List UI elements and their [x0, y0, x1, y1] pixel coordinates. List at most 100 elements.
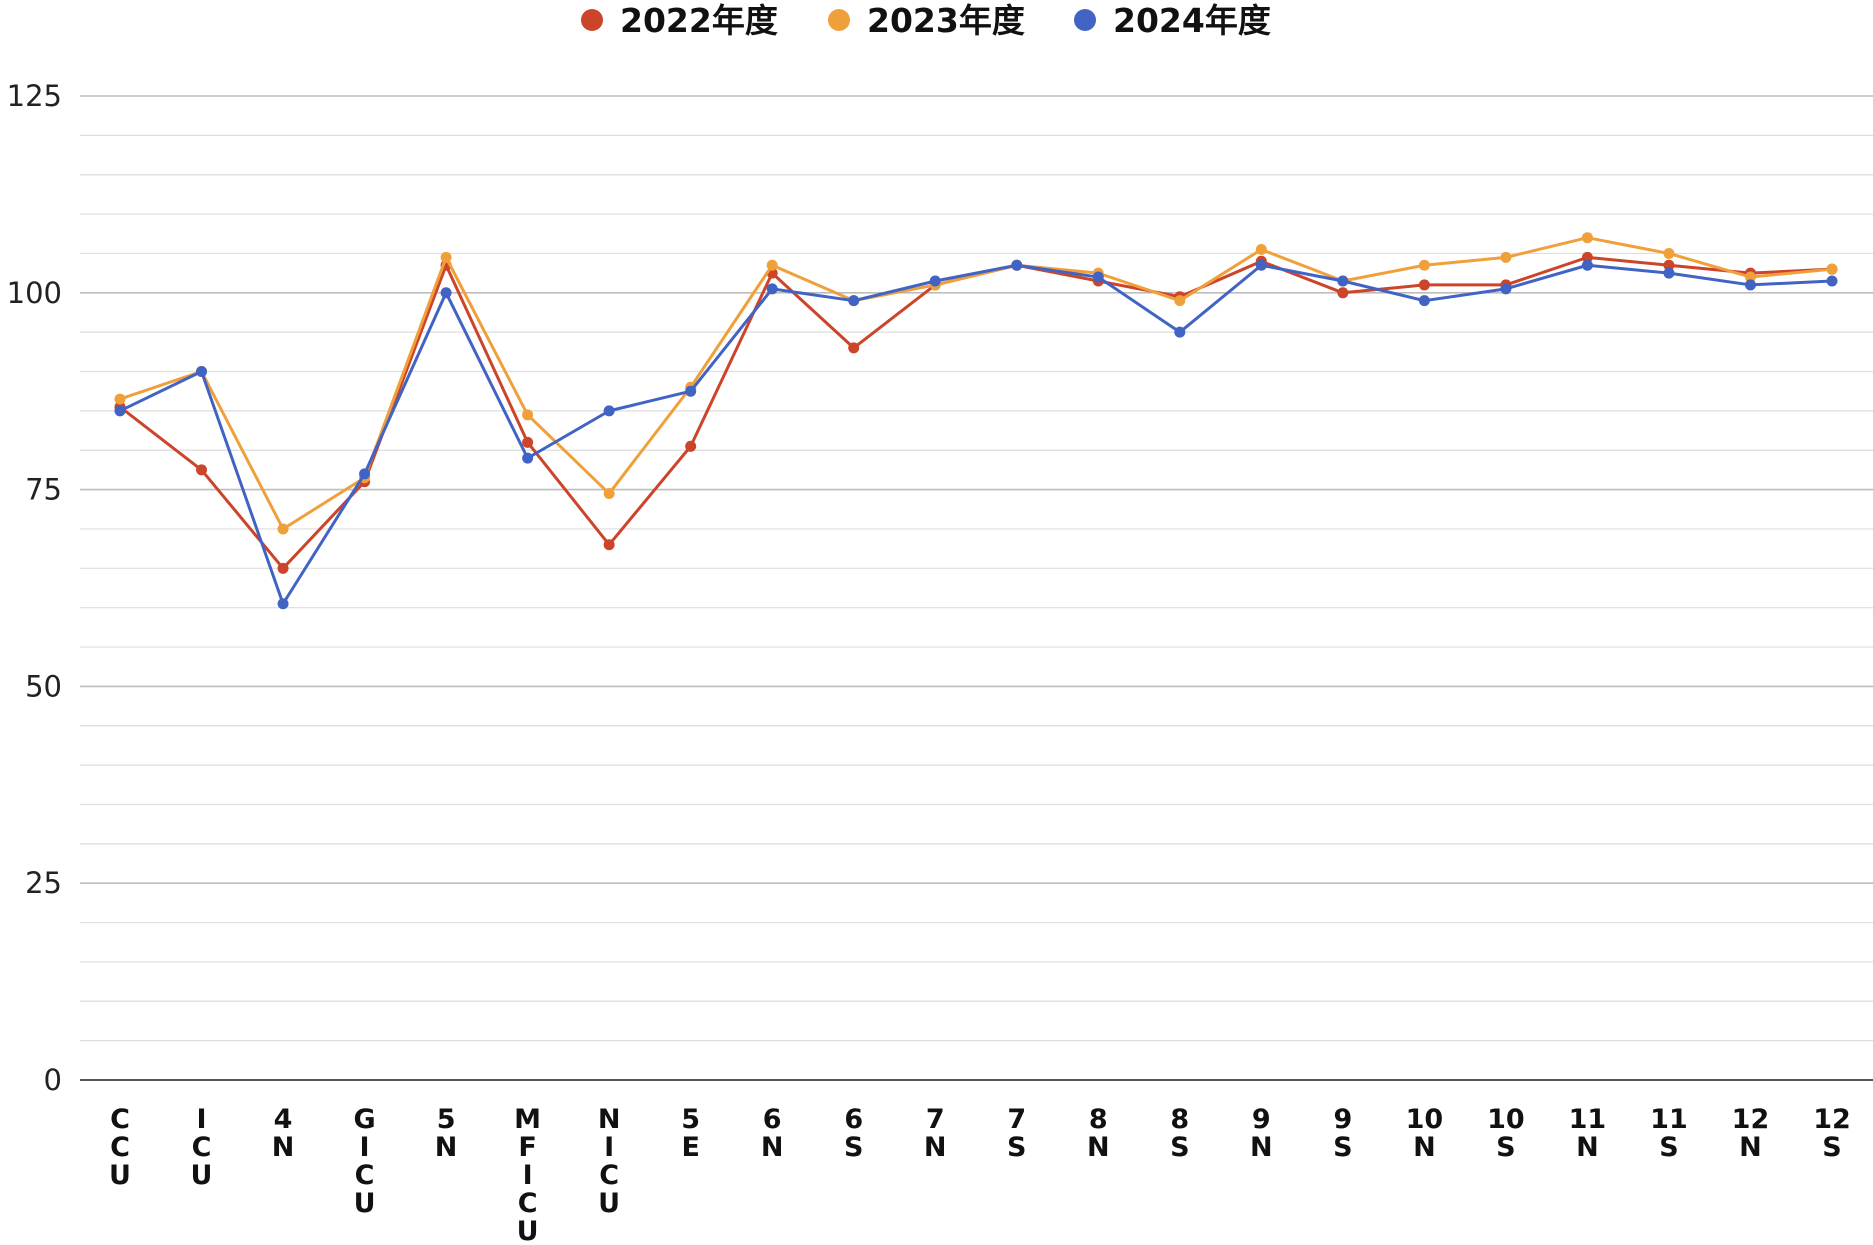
data-point	[1418, 279, 1430, 291]
x-category-char: E	[681, 1132, 699, 1163]
y-tick-label: 0	[44, 1063, 62, 1097]
x-category-label: 8N	[1087, 1104, 1110, 1163]
data-point	[1826, 263, 1838, 275]
legend: 2022年度 2023年度 2024年度	[581, 1, 1271, 40]
x-category-label: 11S	[1650, 1104, 1688, 1163]
x-category-char: N	[1250, 1132, 1273, 1163]
data-point	[1581, 259, 1593, 271]
data-point	[848, 342, 860, 354]
data-point	[1418, 259, 1430, 271]
x-category-char: S	[1170, 1132, 1189, 1163]
x-category-char: C	[110, 1132, 130, 1163]
data-point	[1337, 275, 1349, 287]
x-category-char: 6	[844, 1104, 863, 1135]
x-category-label: 5N	[435, 1104, 458, 1163]
data-point	[1826, 275, 1838, 287]
x-category-label: 9N	[1250, 1104, 1273, 1163]
series-line	[119, 236, 1833, 531]
x-category-label: 12S	[1813, 1104, 1851, 1163]
data-point	[277, 598, 289, 610]
data-point	[522, 436, 534, 448]
data-point	[196, 366, 208, 378]
x-category-char: 7	[1007, 1104, 1026, 1135]
y-tick-label: 125	[7, 79, 62, 113]
data-point	[440, 251, 452, 263]
x-category-label: 7N	[924, 1104, 947, 1163]
data-point	[1337, 287, 1349, 299]
x-category-char: I	[360, 1132, 370, 1163]
data-point	[1744, 271, 1756, 283]
x-category-char: U	[598, 1188, 620, 1219]
x-category-char: N	[272, 1132, 295, 1163]
data-point	[766, 283, 778, 295]
x-category-label: 8S	[1170, 1104, 1189, 1163]
x-category-char: U	[517, 1216, 539, 1245]
x-category-label: 10S	[1487, 1104, 1525, 1163]
data-point	[114, 405, 126, 417]
x-category-char: I	[523, 1160, 533, 1191]
x-category-label: 10N	[1406, 1104, 1444, 1163]
data-point	[766, 259, 778, 271]
x-category-char: U	[109, 1160, 131, 1191]
y-axis-ticks: 0 25 50 75 100 125	[7, 79, 62, 1097]
y-tick-label: 100	[7, 276, 62, 310]
data-point	[522, 452, 534, 464]
x-category-label: 6S	[844, 1104, 863, 1163]
data-point	[1418, 295, 1430, 307]
series-line	[119, 263, 1833, 606]
x-category-char: G	[353, 1104, 375, 1135]
data-point	[1500, 283, 1512, 295]
x-category-char: F	[518, 1132, 536, 1163]
grid-lines	[80, 95, 1873, 1081]
y-tick-label: 50	[25, 669, 62, 703]
x-category-char: C	[599, 1160, 619, 1191]
legend-label: 2022年度	[620, 1, 778, 40]
x-category-char: 6	[763, 1104, 782, 1135]
x-axis-categories: CCUICU4NGICU5NMFICUNICU5E6N6S7N7S8N8S9N9…	[109, 1104, 1851, 1245]
x-category-char: N	[761, 1132, 784, 1163]
x-category-label: 6N	[761, 1104, 784, 1163]
legend-marker	[1074, 9, 1096, 31]
x-category-char: I	[197, 1104, 207, 1135]
x-category-label: 5E	[681, 1104, 700, 1163]
x-category-label: 7S	[1007, 1104, 1026, 1163]
x-category-char: 5	[681, 1104, 700, 1135]
y-tick-label: 75	[25, 473, 62, 507]
data-point	[1744, 279, 1756, 291]
data-point	[277, 562, 289, 574]
x-category-char: N	[1087, 1132, 1110, 1163]
data-point	[848, 295, 860, 307]
data-point	[196, 464, 208, 476]
x-category-char: U	[354, 1188, 376, 1219]
x-category-char: 7	[926, 1104, 945, 1135]
x-category-char: 10	[1487, 1104, 1525, 1135]
x-category-char: S	[1659, 1132, 1678, 1163]
legend-item: 2022年度	[581, 1, 778, 40]
data-point	[359, 468, 371, 480]
x-category-label: ICU	[191, 1104, 213, 1191]
legend-label: 2023年度	[867, 1, 1025, 40]
data-point	[1663, 247, 1675, 259]
x-category-char: S	[1007, 1132, 1026, 1163]
x-category-char: 8	[1089, 1104, 1108, 1135]
x-category-char: S	[1496, 1132, 1515, 1163]
x-category-label: 11N	[1569, 1104, 1607, 1163]
x-category-char: C	[355, 1160, 375, 1191]
x-category-char: 12	[1732, 1104, 1770, 1135]
x-category-char: 9	[1333, 1104, 1352, 1135]
data-point	[1255, 244, 1267, 256]
legend-item: 2023年度	[828, 1, 1025, 40]
data-point	[1581, 232, 1593, 244]
data-point	[1663, 267, 1675, 279]
data-point	[1092, 271, 1104, 283]
x-category-char: 8	[1170, 1104, 1189, 1135]
data-point	[685, 440, 697, 452]
x-category-char: N	[1576, 1132, 1599, 1163]
data-point	[1663, 259, 1675, 271]
y-tick-label: 25	[25, 866, 62, 900]
legend-label: 2024年度	[1113, 1, 1271, 40]
x-category-char: S	[1822, 1132, 1841, 1163]
data-point	[685, 385, 697, 397]
